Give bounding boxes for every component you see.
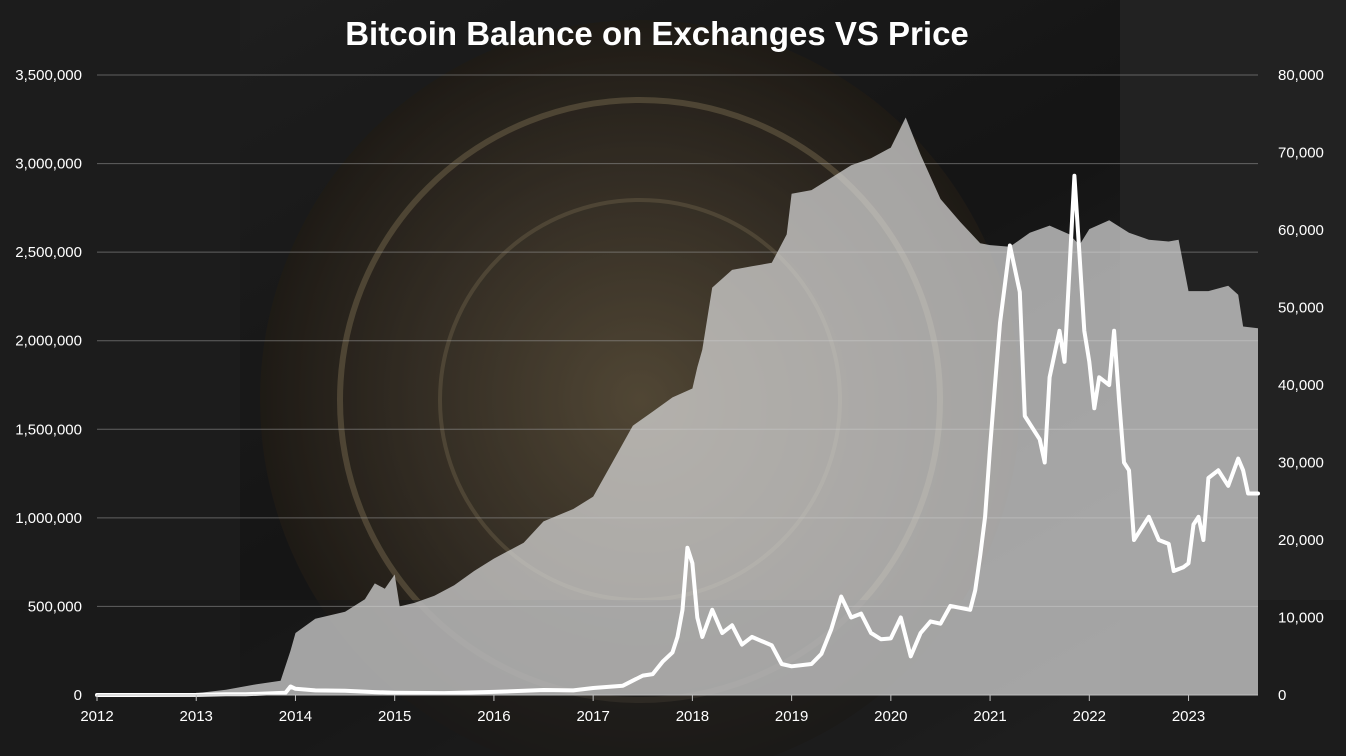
x-tick-label: 2016	[477, 708, 510, 725]
x-tick-label: 2015	[378, 708, 411, 725]
left-y-tick-label: 3,500,000	[15, 67, 82, 84]
left-y-tick-label: 2,500,000	[15, 244, 82, 261]
left-y-tick-label: 1,500,000	[15, 421, 82, 438]
x-tick-label: 2020	[874, 708, 907, 725]
price-line-series	[95, 173, 1260, 697]
x-tick-label: 2017	[576, 708, 609, 725]
x-axis: 2012 2013 2014 2015 2016 2017 2018 2019 2020 2021…	[80, 694, 1258, 725]
right-y-tick-label: 40,000	[1278, 377, 1324, 394]
right-y-tick-label: 60,000	[1278, 222, 1324, 239]
left-y-axis: 0 500,000 1,000,000 1,500,000 2,000,000 2,500…	[15, 67, 82, 704]
x-tick-label: 2018	[676, 708, 709, 725]
x-tick-label: 2023	[1172, 708, 1205, 725]
right-y-tick-label: 70,000	[1278, 145, 1324, 162]
x-tick-label: 2012	[80, 708, 113, 725]
left-y-tick-label: 0	[74, 687, 82, 704]
left-y-tick-label: 1,000,000	[15, 510, 82, 527]
chart-title: Bitcoin Balance on Exchanges VS Price	[345, 15, 969, 52]
balance-area-series	[97, 117, 1258, 695]
right-y-tick-label: 20,000	[1278, 532, 1324, 549]
x-tick-label: 2014	[279, 708, 312, 725]
right-y-tick-label: 30,000	[1278, 455, 1324, 472]
right-y-tick-label: 50,000	[1278, 300, 1324, 317]
left-y-tick-label: 2,000,000	[15, 333, 82, 350]
right-y-tick-label: 10,000	[1278, 610, 1324, 627]
price-line	[95, 173, 1260, 697]
left-y-tick-label: 3,000,000	[15, 156, 82, 173]
right-y-tick-label: 80,000	[1278, 67, 1324, 84]
x-tick-label: 2019	[775, 708, 808, 725]
right-y-axis: 0 10,000 20,000 30,000 40,000 50,000 60,000 70,…	[1278, 67, 1324, 704]
x-tick-label: 2021	[973, 708, 1006, 725]
right-y-tick-label: 0	[1278, 687, 1286, 704]
balance-area	[97, 117, 1258, 695]
x-tick-label: 2022	[1073, 708, 1106, 725]
x-tick-label: 2013	[180, 708, 213, 725]
left-y-tick-label: 500,000	[28, 598, 82, 615]
